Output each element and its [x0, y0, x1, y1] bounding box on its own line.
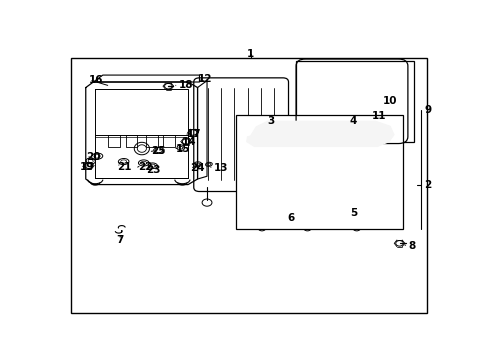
Text: 24: 24 [189, 163, 204, 174]
Text: 5: 5 [349, 208, 356, 218]
Text: 13: 13 [213, 163, 227, 174]
Text: 7: 7 [116, 235, 123, 245]
Polygon shape [246, 121, 393, 146]
Text: 6: 6 [287, 213, 294, 223]
Bar [236, 115, 402, 229]
Text: 8: 8 [407, 241, 415, 251]
Text: 15: 15 [176, 144, 190, 153]
Text: 9: 9 [423, 105, 430, 115]
Text: 2: 2 [423, 180, 430, 190]
Text: 23: 23 [146, 165, 161, 175]
Text: 20: 20 [86, 152, 101, 162]
Text: 25: 25 [151, 146, 165, 156]
Text: 21: 21 [117, 162, 131, 172]
Text: 19: 19 [80, 162, 94, 172]
Text: 1: 1 [246, 49, 254, 59]
Text: 17: 17 [186, 129, 201, 139]
Bar [296, 61, 413, 141]
Text: 22: 22 [138, 162, 152, 172]
Text: 10: 10 [382, 96, 396, 105]
Text: 16: 16 [89, 75, 103, 85]
Text: 3: 3 [267, 116, 274, 126]
Text: 14: 14 [181, 138, 196, 148]
Text: 12: 12 [197, 74, 212, 84]
Text: 18: 18 [178, 80, 193, 90]
Text: 4: 4 [348, 116, 356, 126]
Text: 11: 11 [371, 111, 386, 121]
